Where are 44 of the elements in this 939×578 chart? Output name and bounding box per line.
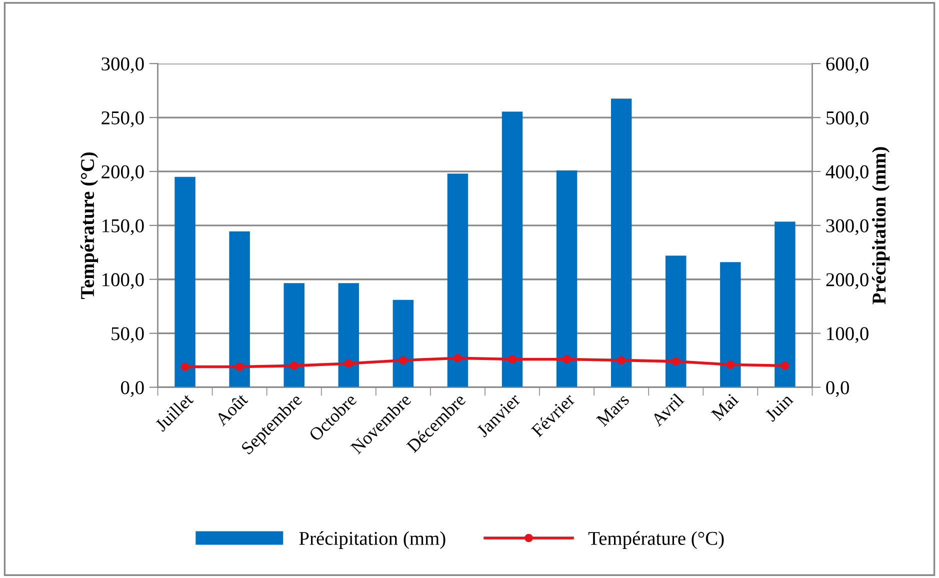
- y2-tick-label: 500,0: [826, 111, 868, 128]
- y-tick-label: 100,0: [102, 273, 144, 290]
- y2-tick-label: 0,0: [826, 381, 849, 397]
- bar: [666, 256, 686, 388]
- y-tick-label: 50,0: [112, 327, 144, 344]
- point: [780, 362, 790, 370]
- y2-tick-label: 100,0: [827, 327, 868, 344]
- point: [562, 355, 571, 364]
- x-tick-label: Juin: [764, 392, 794, 422]
- point: [617, 356, 626, 364]
- y-tick-label: 0,0: [120, 381, 144, 397]
- bar: [338, 283, 360, 388]
- point: [344, 359, 353, 368]
- bar: [392, 300, 414, 388]
- bar: [229, 231, 250, 388]
- point: [726, 360, 735, 369]
- y2-tick-label: 200,0: [826, 273, 868, 290]
- point: [399, 356, 408, 364]
- x-tick-label: Mai: [710, 392, 740, 422]
- bar: [174, 176, 196, 388]
- point: [290, 362, 298, 370]
- bar: [502, 112, 523, 388]
- bar: [774, 222, 796, 388]
- y2-tick-label: 400,0: [826, 165, 868, 182]
- bar: [610, 98, 632, 388]
- y2-tick-label: 300,0: [826, 219, 868, 236]
- point: [672, 357, 680, 366]
- legend-label: Température (°C): [588, 531, 724, 549]
- bar: [284, 283, 304, 388]
- point: [454, 354, 462, 362]
- bar: [447, 174, 468, 388]
- y-tick-label: 250,0: [102, 111, 144, 128]
- legend-label: Précipitation (mm): [299, 531, 446, 549]
- y-tick-label: 150,0: [102, 219, 144, 236]
- y2-tick-label: 600,0: [826, 57, 868, 74]
- bar: [720, 262, 741, 388]
- y-tick-label: 200,0: [102, 165, 144, 182]
- point: [180, 362, 190, 371]
- bar: [556, 170, 578, 388]
- y-tick-label: 300,0: [102, 57, 144, 74]
- y-axis-title: Température (°C): [80, 152, 98, 299]
- point: [235, 362, 244, 371]
- y2-axis-title: Précipitation (mm): [872, 147, 890, 304]
- point: [508, 355, 516, 364]
